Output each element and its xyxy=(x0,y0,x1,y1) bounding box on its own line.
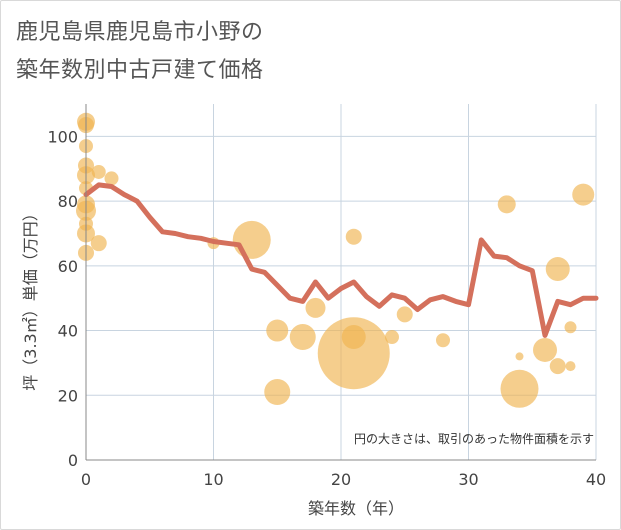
bubble-point xyxy=(545,257,570,282)
y-axis-label: 坪（3.3㎡）単価（万円） xyxy=(21,205,40,390)
bubble-point xyxy=(497,195,516,214)
area-note: 円の大きさは、取引のあった物件面積を示す xyxy=(354,431,594,446)
x-tick-label: 20 xyxy=(331,470,351,489)
bubble-series xyxy=(76,112,595,408)
bubble-point xyxy=(500,369,539,408)
y-tick-label: 100 xyxy=(47,127,78,146)
y-tick-label: 40 xyxy=(58,322,78,341)
x-axis-label: 築年数（年） xyxy=(308,499,404,518)
x-tick-label: 30 xyxy=(458,470,478,489)
y-tick-label: 80 xyxy=(58,192,78,211)
bubble-point xyxy=(436,333,450,348)
average-price-line xyxy=(83,182,599,338)
bubble-point xyxy=(317,317,390,390)
bubble-point xyxy=(564,321,577,334)
y-tick-label: 60 xyxy=(58,257,78,276)
tick-labels: 0 10 20 30 40 0 20 40 60 80 100 xyxy=(47,127,606,489)
bubble-point xyxy=(565,361,576,372)
bubble-point xyxy=(266,319,289,342)
bubble-point xyxy=(91,164,106,179)
axes xyxy=(85,104,596,461)
bubble-point xyxy=(305,297,326,318)
bubble-point xyxy=(533,337,557,362)
chart-title-line1: 鹿児島県鹿児島市小野の xyxy=(16,20,264,45)
x-tick-label: 0 xyxy=(81,470,91,489)
y-tick-label: 0 xyxy=(68,451,78,470)
bubble-point xyxy=(345,228,362,245)
x-tick-label: 10 xyxy=(203,470,223,489)
bubble-point xyxy=(104,171,119,186)
bubble-point xyxy=(396,306,413,323)
chart-title-line2: 築年数別中古戸建て価格 xyxy=(16,58,264,83)
bubble-point xyxy=(232,220,271,259)
bubble-point xyxy=(385,330,399,345)
bubble-point xyxy=(515,352,524,361)
bubble-point xyxy=(90,235,107,252)
bubble-point xyxy=(289,324,316,351)
bubble-point xyxy=(549,358,566,375)
bubble-point xyxy=(572,183,595,206)
bubble-point xyxy=(264,379,291,406)
x-tick-label: 40 xyxy=(586,470,606,489)
y-tick-label: 20 xyxy=(58,386,78,405)
